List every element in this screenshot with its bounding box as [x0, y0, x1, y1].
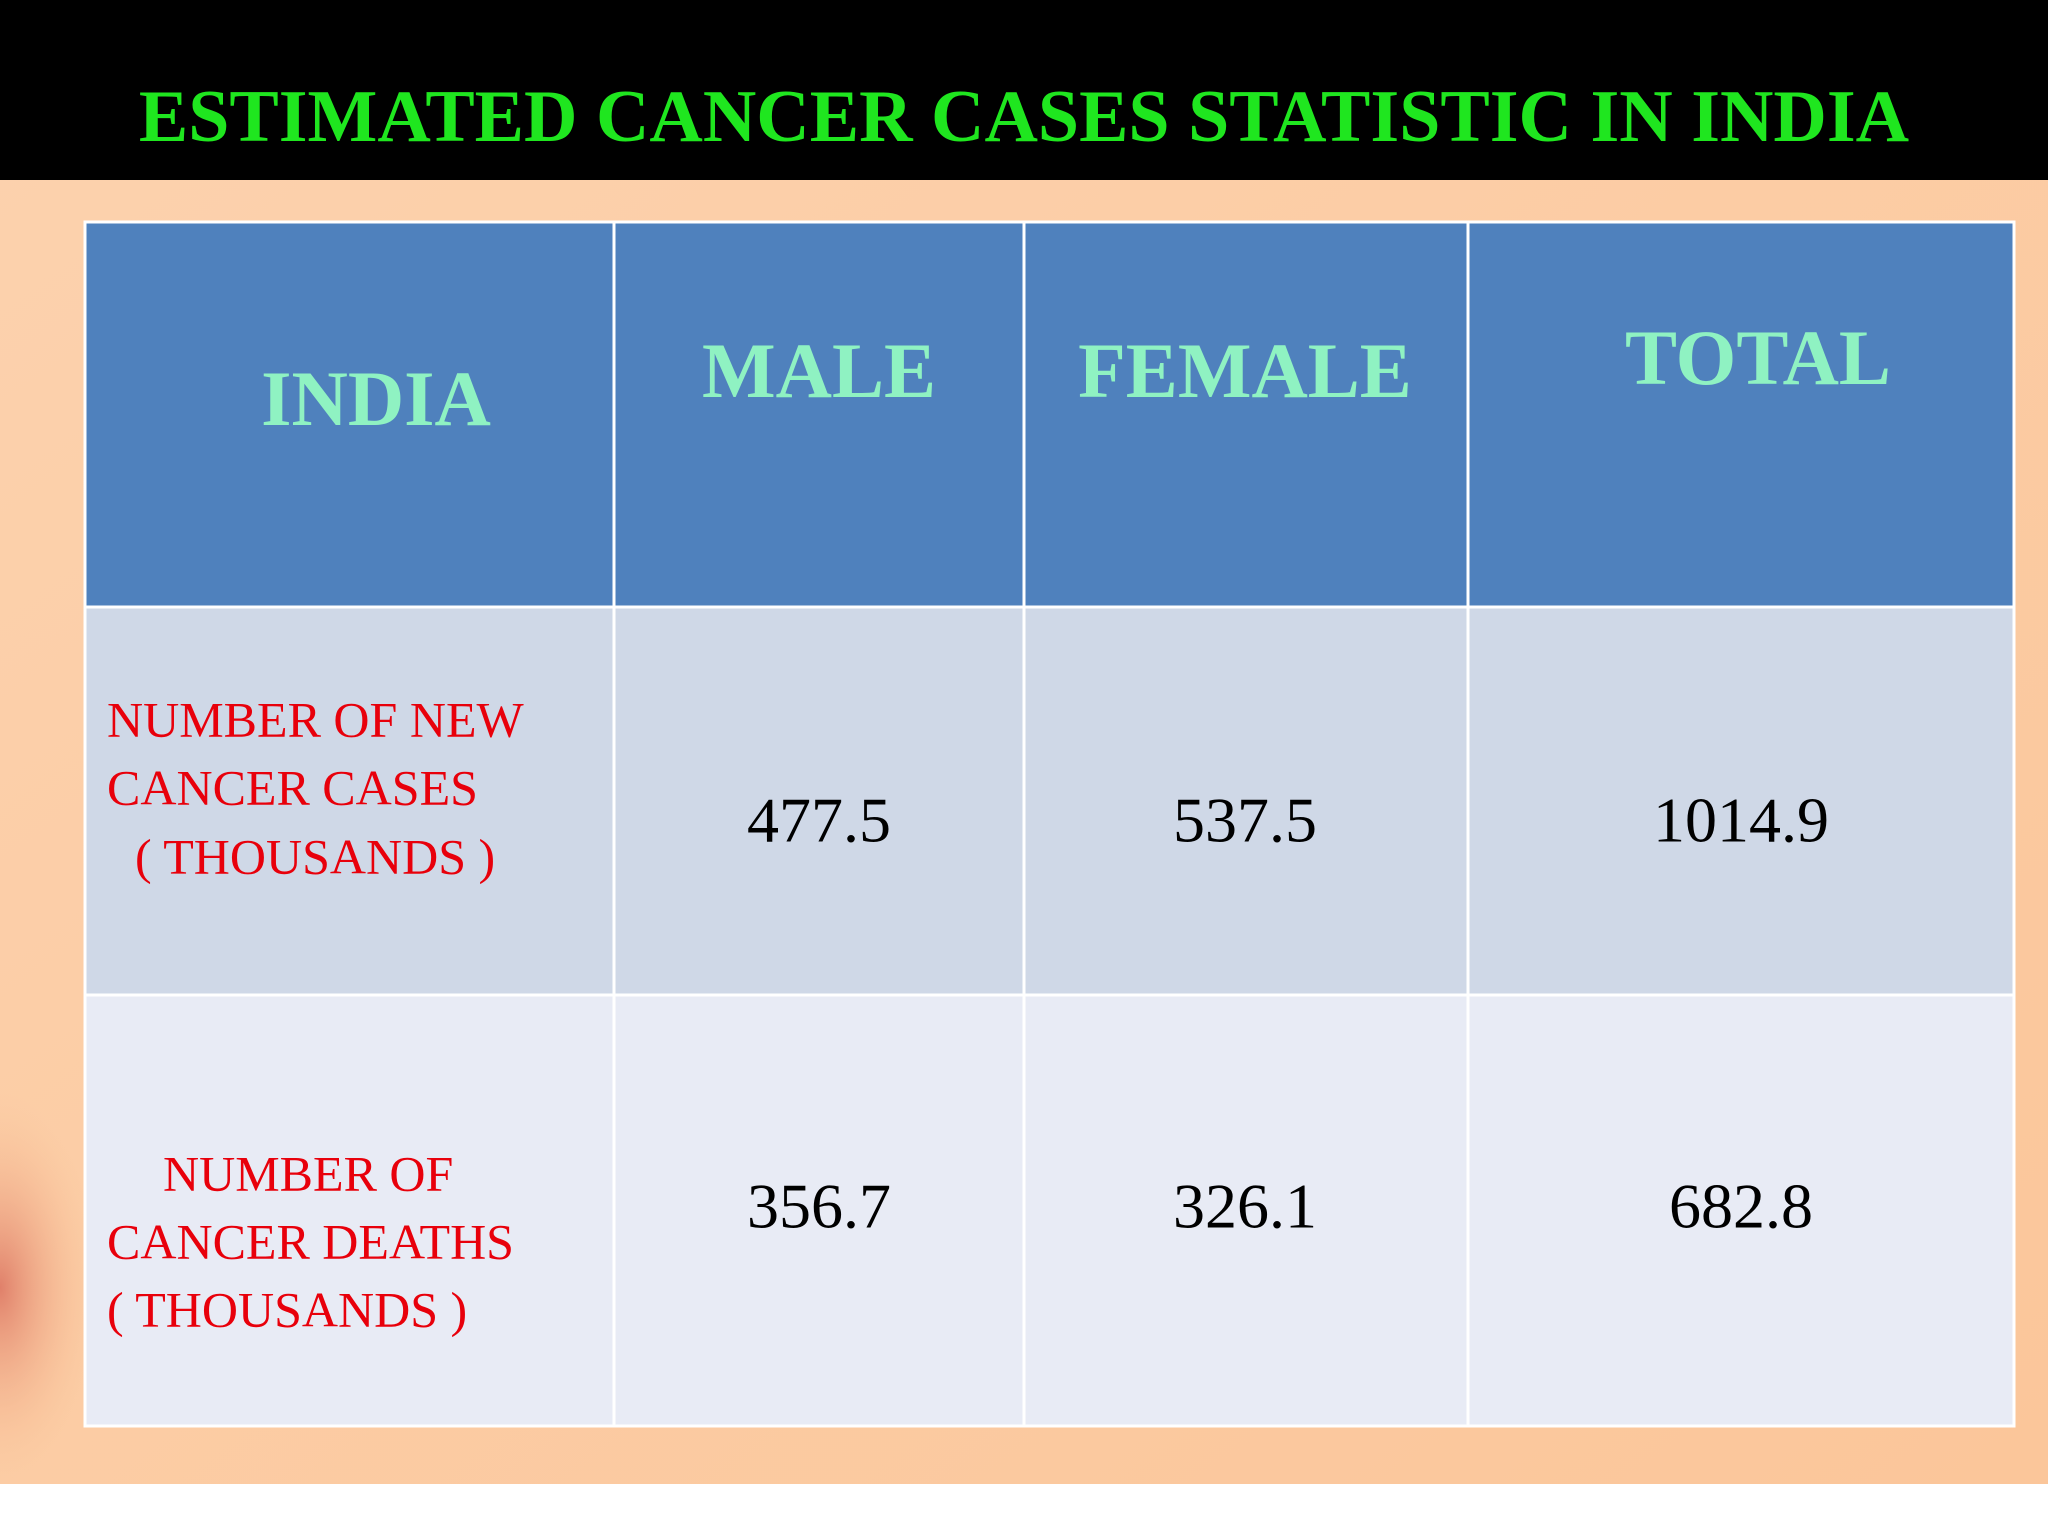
header-cell [612, 220, 1026, 609]
row-label: CANCER DEATHS [107, 1213, 514, 1269]
row-label: CANCER CASES [107, 759, 478, 815]
cell-value: 326.1 [1173, 1171, 1317, 1242]
cell-value: 356.7 [747, 1171, 891, 1242]
cell-value: 682.8 [1669, 1171, 1813, 1242]
slide-title: ESTIMATED CANCER CASES STATISTIC IN INDI… [139, 76, 1909, 158]
table-cell [1022, 993, 1470, 1428]
column-header: INDIA [261, 355, 491, 442]
header-cell [1022, 220, 1470, 609]
column-header: FEMALE [1078, 327, 1412, 414]
column-header: MALE [702, 327, 936, 414]
bottom-strip [0, 1484, 2048, 1536]
row-label: ( THOUSANDS ) [135, 828, 495, 884]
row-label: ( THOUSANDS ) [107, 1281, 467, 1337]
row-label: NUMBER OF [163, 1145, 453, 1201]
title-bar [0, 0, 2048, 180]
table-cell [612, 993, 1026, 1428]
row-label: NUMBER OF NEW [107, 691, 524, 747]
table: INDIA MALE FEMALE TOTAL NUMBER OF NEW CANCER … [83, 220, 2016, 1428]
table-cell [83, 993, 616, 1428]
table-cell [1466, 993, 2016, 1428]
header-cell [1466, 220, 2016, 609]
cell-value: 537.5 [1173, 785, 1317, 856]
cell-value: 477.5 [747, 785, 891, 856]
cell-value: 1014.9 [1653, 785, 1829, 856]
column-header: TOTAL [1625, 314, 1891, 401]
